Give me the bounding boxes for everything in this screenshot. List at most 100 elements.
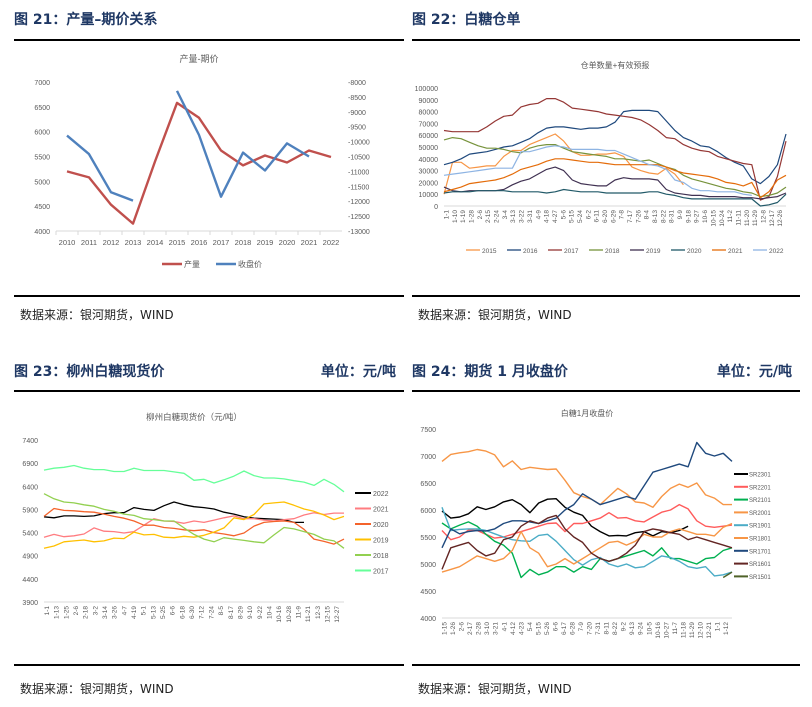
panel-fig21: 图 21：产量–期价关系 产量-期价 7000 6500 6000 5500 5000 45… (14, 6, 404, 326)
x-tick-label: 8-11 (604, 622, 611, 635)
y2-tick-label: -8000 (348, 80, 366, 87)
chart-production-price: 产量-期价 7000 6500 6000 5500 5000 4500 4000 2010 201… (34, 53, 370, 269)
series-line-2019 (43, 501, 345, 549)
x-tick-label: 6-11 (594, 210, 601, 223)
series-line-SR2301 (441, 498, 689, 537)
series-line-收盘价 (66, 90, 310, 202)
x-tick-label: 1-13 (54, 606, 61, 619)
x-tick-label: 11-2 (727, 210, 734, 223)
series-line-SR2201 (441, 503, 733, 541)
y-tick-label: 6900 (22, 461, 38, 468)
x-tick-label: 12-3 (315, 606, 322, 619)
series-line-2022 (443, 145, 752, 196)
series-line-SR1601 (441, 514, 733, 570)
legend-label: SR1601 (749, 562, 771, 568)
x-tick-label: 5-26 (544, 622, 551, 635)
x-tick-label: 2-6 (459, 622, 466, 632)
data-source: 数据来源：银河期货，WIND (418, 308, 572, 322)
x-tick-label: 5-13 (150, 606, 157, 619)
x-tick-label: 3-22 (519, 210, 526, 223)
x-tick-label: 6-20 (602, 210, 609, 223)
title-divider (14, 39, 404, 41)
y-tick-label: 5900 (22, 507, 38, 514)
y-tick-label: 4400 (22, 577, 38, 584)
x-tick-label: 12-8 (760, 210, 767, 223)
x-tick-label: 2016 (191, 238, 208, 247)
source-divider (14, 295, 404, 297)
x-tick-label: 8-17 (228, 606, 235, 619)
x-tick-label: 1-12 (723, 622, 730, 635)
x-tick-label: 1-1 (444, 210, 451, 220)
y2-tick-label: -11000 (348, 169, 369, 176)
series-line-SR2001 (441, 448, 732, 508)
x-tick-label: 6-29 (610, 210, 617, 223)
x-tick-label: 4-19 (131, 606, 138, 619)
x-tick-label: 2-28 (476, 622, 483, 635)
legend-label: SR1901 (749, 524, 771, 530)
series-line-2020 (43, 507, 345, 545)
x-tick-label: 11-18 (680, 622, 687, 639)
x-tick-label: 1-1 (715, 622, 722, 632)
figure-title-text: 图 24：期货 1 月收盘价 (412, 364, 568, 380)
x-tick-label: 10-16 (276, 606, 283, 623)
y-tick-label: 10000 (419, 192, 439, 199)
y-tick-label: 4500 (420, 589, 436, 596)
x-tick-label: 2-6 (477, 210, 484, 220)
x-tick-label: 1-15 (442, 622, 449, 635)
y-tick-label: 5400 (22, 531, 38, 538)
series-line-2019 (443, 166, 787, 200)
x-tick-label: 8-22 (612, 622, 619, 635)
x-tick-label: 8-22 (660, 210, 667, 223)
y-tick-label: 7000 (34, 80, 50, 87)
series-line-SR1901 (441, 507, 733, 577)
x-tick-label: 10-6 (702, 210, 709, 223)
legend-label: SR2301 (749, 473, 771, 479)
x-tick-label: 6-6 (552, 622, 559, 632)
x-tick-label: 9-10 (247, 606, 254, 619)
y2-tick-label: -9000 (348, 110, 366, 117)
x-tick-label: 2012 (103, 238, 120, 247)
x-tick-label: 12-21 (706, 622, 713, 639)
x-tick-label: 3-13 (510, 210, 517, 223)
x-tick-label: 11-29 (689, 622, 696, 639)
chart-title: 产量-期价 (180, 53, 219, 64)
x-tick-label: 3-14 (102, 606, 109, 619)
x-tick-label: 5-15 (569, 210, 576, 223)
x-tick-label: 7-12 (199, 606, 206, 619)
x-tick-label: 5-15 (535, 622, 542, 635)
x-tick-label: 10-16 (655, 622, 662, 639)
data-source: 数据来源：银河期货，WIND (20, 682, 174, 696)
chart-january-futures-close: 白糖1月收盘价 7500 7000 6500 6000 5500 5000 4500 4000 1… (420, 408, 771, 639)
x-tick-label: 8-29 (237, 606, 244, 619)
x-tick-label: 2-24 (494, 210, 501, 223)
x-tick-label: 7-20 (587, 622, 594, 635)
title-divider (412, 390, 800, 392)
x-tick-label: 7-17 (627, 210, 634, 223)
legend-label: 2017 (564, 248, 579, 255)
series-line-2018 (443, 137, 787, 198)
y-tick-label: 6400 (22, 484, 38, 491)
x-tick-label: 11-29 (752, 210, 759, 227)
legend-label: SR2201 (749, 485, 771, 491)
source-divider (14, 664, 404, 666)
x-tick-label: 8-5 (218, 606, 225, 616)
y2-tick-label: -12500 (348, 214, 370, 221)
y-tick-label: 100000 (415, 86, 438, 93)
x-tick-label: 7-31 (595, 622, 602, 635)
data-source: 数据来源：银河期货，WIND (20, 308, 174, 322)
y2-tick-label: -12000 (348, 199, 370, 206)
x-tick-label: 2-17 (467, 622, 474, 635)
x-tick-label: 3-26 (112, 606, 119, 619)
x-tick-label: 3-31 (527, 210, 534, 223)
x-tick-label: 2-15 (485, 210, 492, 223)
y-tick-label: 4000 (420, 616, 436, 623)
y-tick-label: 40000 (419, 157, 439, 164)
y2-tick-label: -11500 (348, 184, 369, 191)
y2-tick-label: -13000 (348, 229, 370, 236)
x-tick-label: 12-10 (697, 622, 704, 639)
unit-label: 单位：元/吨 (320, 364, 396, 380)
series-line-2017 (443, 98, 787, 201)
y-tick-label: 6500 (34, 105, 50, 112)
legend-label: SR1801 (749, 537, 771, 543)
x-tick-label: 8-13 (652, 210, 659, 223)
